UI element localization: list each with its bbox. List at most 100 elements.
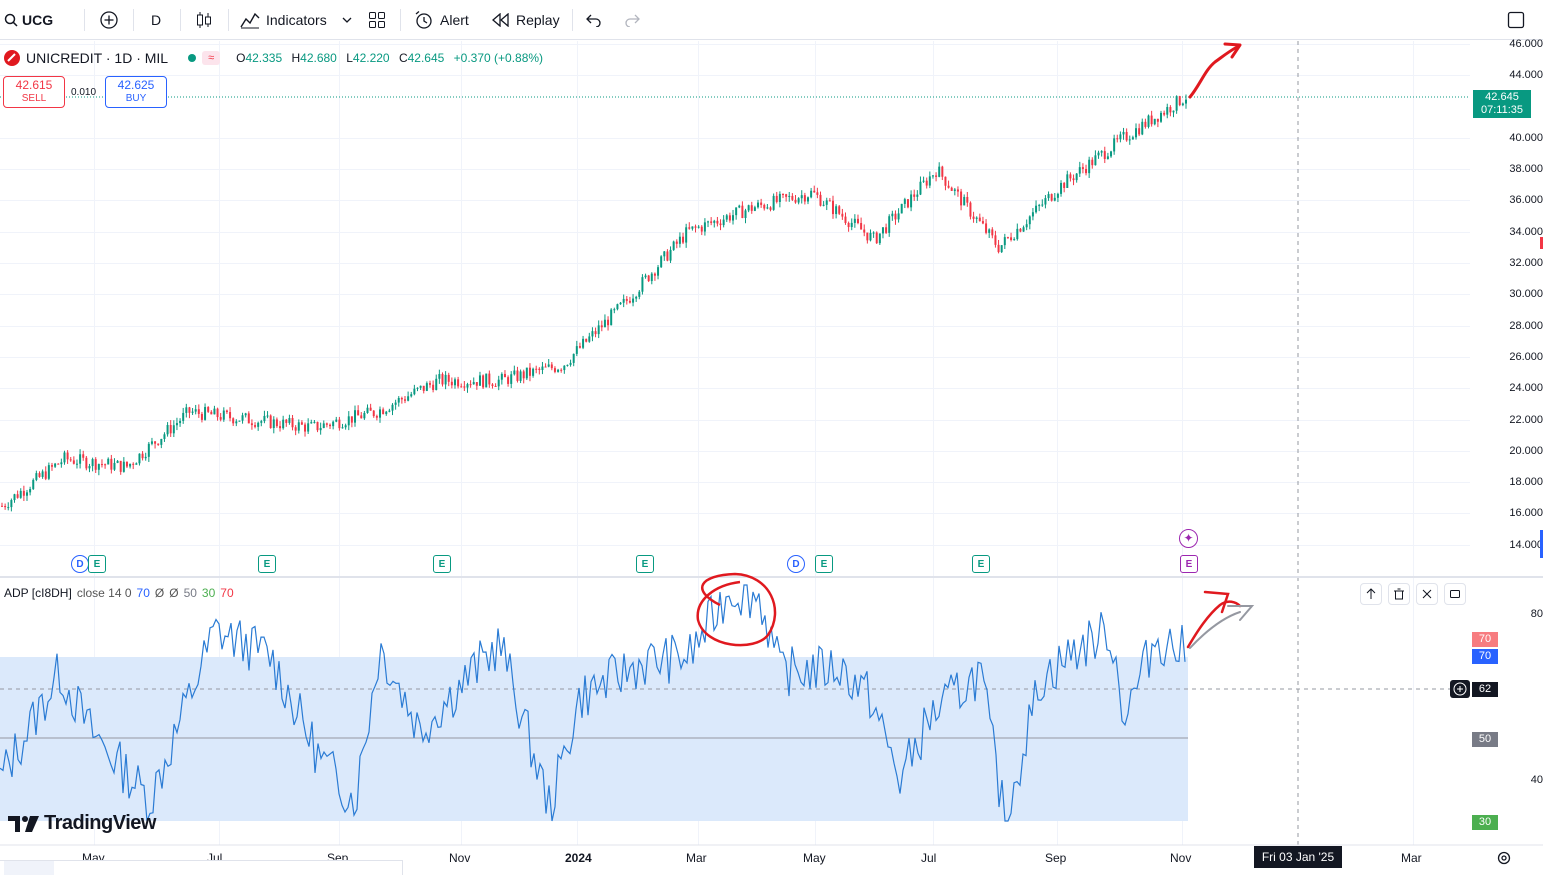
candle-body xyxy=(1106,156,1109,160)
tradingview-watermark[interactable]: TradingView xyxy=(8,812,156,835)
candle-body xyxy=(528,367,531,376)
candle-body xyxy=(285,419,288,423)
candle-body xyxy=(732,215,735,221)
indicator-legend[interactable]: ADP [cI8DH] close 14 0 70 Ø Ø 50 30 70 xyxy=(4,586,234,600)
candle-body xyxy=(538,368,541,370)
delete-pane-button[interactable] xyxy=(1388,583,1410,605)
candle-body xyxy=(135,463,138,465)
settings-button[interactable] xyxy=(1496,850,1512,871)
candle-body xyxy=(1060,182,1063,194)
candle-body xyxy=(347,416,350,426)
candle-body xyxy=(935,175,938,177)
candle-body xyxy=(928,176,931,186)
sparkle-icon[interactable]: ✦ xyxy=(1179,529,1198,548)
chart-type-button[interactable] xyxy=(195,0,213,40)
candle-body xyxy=(900,203,903,214)
candle-body xyxy=(797,198,800,203)
candle-body xyxy=(403,399,406,401)
indicators-button[interactable]: Indicators xyxy=(240,0,327,40)
price-axis-tick: 24.000 xyxy=(1509,382,1543,394)
earnings-event[interactable]: E xyxy=(636,555,654,573)
candle-body xyxy=(585,338,588,342)
earnings-event[interactable]: E xyxy=(815,555,833,573)
candle-body xyxy=(803,195,806,202)
candle-body xyxy=(1128,139,1131,141)
candle-body xyxy=(388,410,391,412)
symbol-title[interactable]: UNICREDIT · 1D · MIL xyxy=(26,50,169,66)
maximize-pane-button[interactable] xyxy=(1444,583,1466,605)
candle-body xyxy=(1066,174,1069,188)
candle-body xyxy=(1135,128,1138,138)
candle-body xyxy=(1088,159,1091,174)
undo-button[interactable] xyxy=(586,0,602,40)
indicators-dropdown[interactable] xyxy=(342,0,352,40)
fullscreen-button[interactable] xyxy=(1507,0,1525,40)
candle-body xyxy=(844,216,847,223)
crosshair-add-button[interactable] xyxy=(1450,680,1470,698)
earnings-event[interactable]: E xyxy=(88,555,106,573)
candle-body xyxy=(550,364,553,369)
candle-body xyxy=(894,213,897,220)
collapse-pane-button[interactable] xyxy=(1416,583,1438,605)
alert-button[interactable]: Alert xyxy=(414,0,469,40)
candle-body xyxy=(891,213,894,217)
buy-label: BUY xyxy=(125,93,147,104)
arrow-up-icon xyxy=(1366,588,1376,599)
indicators-icon xyxy=(240,12,260,28)
candle-body xyxy=(625,298,628,301)
earnings-event-upcoming[interactable]: E xyxy=(1180,555,1198,573)
dividend-event[interactable]: D xyxy=(71,555,89,573)
price-axis-tick: 46.000 xyxy=(1509,38,1543,50)
layouts-button[interactable] xyxy=(368,0,386,40)
delayed-data-icon[interactable]: ≈ xyxy=(202,51,221,65)
candle-body xyxy=(1063,182,1066,188)
last-price-tag: 42.645 07:11:35 xyxy=(1473,90,1531,118)
candle-body xyxy=(38,473,41,477)
compare-add-button[interactable] xyxy=(99,0,119,40)
candle-body xyxy=(425,383,428,391)
interval-button[interactable]: D xyxy=(151,0,161,40)
candle-body xyxy=(800,195,803,199)
dividend-event[interactable]: D xyxy=(787,555,805,573)
move-pane-up-button[interactable] xyxy=(1360,583,1382,605)
candle-body xyxy=(310,422,313,424)
price-axis-tick: 22.000 xyxy=(1509,414,1543,426)
buy-button[interactable]: 42.625 BUY xyxy=(105,76,167,108)
earnings-event[interactable]: E xyxy=(258,555,276,573)
symbol-search[interactable]: UCG xyxy=(4,0,53,40)
candle-body xyxy=(697,226,700,228)
red-arrow-indicator-head xyxy=(1203,590,1230,614)
candle-body xyxy=(322,423,325,428)
candle-body xyxy=(991,229,994,236)
candle-body xyxy=(175,423,178,426)
candle-body xyxy=(1097,152,1100,156)
candle-body xyxy=(969,202,972,217)
spread-value: 0.010 xyxy=(71,87,97,98)
candle-body xyxy=(25,492,28,496)
candle-body xyxy=(279,426,282,429)
candle-body xyxy=(1025,224,1028,228)
crosshair-date-tag: Fri 03 Jan '25 xyxy=(1254,846,1342,868)
candle-body xyxy=(828,200,831,202)
red-arrow-indicator xyxy=(1186,600,1242,649)
level-70-blue-tag: 70 xyxy=(1472,649,1498,664)
candle-body xyxy=(885,227,888,233)
candle-body xyxy=(997,244,1000,253)
candle-body xyxy=(485,373,488,388)
candle-body xyxy=(966,196,969,203)
candle-body xyxy=(622,298,625,303)
indicator-param: 50 xyxy=(183,586,197,600)
earnings-event[interactable]: E xyxy=(972,555,990,573)
bottom-panel-tab[interactable] xyxy=(0,860,403,875)
sell-button[interactable]: 42.615 SELL xyxy=(3,76,65,108)
candle-body xyxy=(1181,103,1184,106)
candle-body xyxy=(619,302,622,305)
replay-button[interactable]: Replay xyxy=(492,0,560,40)
earnings-event[interactable]: E xyxy=(433,555,451,573)
candle-body xyxy=(478,375,481,386)
candle-body xyxy=(881,227,884,234)
candle-body xyxy=(391,404,394,411)
candle-body xyxy=(682,236,685,243)
redo-button[interactable] xyxy=(624,0,640,40)
